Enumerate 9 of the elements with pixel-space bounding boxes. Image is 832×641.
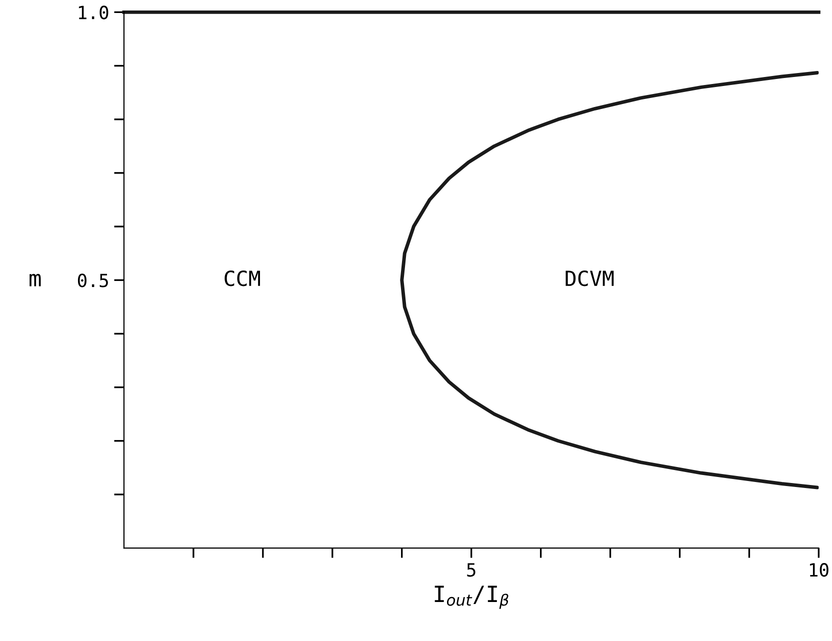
x-axis-title: I$_{out}$/I$_{β}$ [434, 586, 508, 609]
annotation: DCVM [566, 270, 614, 286]
y-axis-title: m [30, 274, 41, 286]
x-tick-label: 5 [467, 563, 476, 577]
y-tick-label: 1.0 [78, 6, 108, 20]
y-tick-label: 0.5 [78, 274, 108, 288]
x-tick-label: 10 [810, 563, 828, 577]
annotation: CCM [224, 270, 260, 286]
line-series [400, 71, 819, 490]
